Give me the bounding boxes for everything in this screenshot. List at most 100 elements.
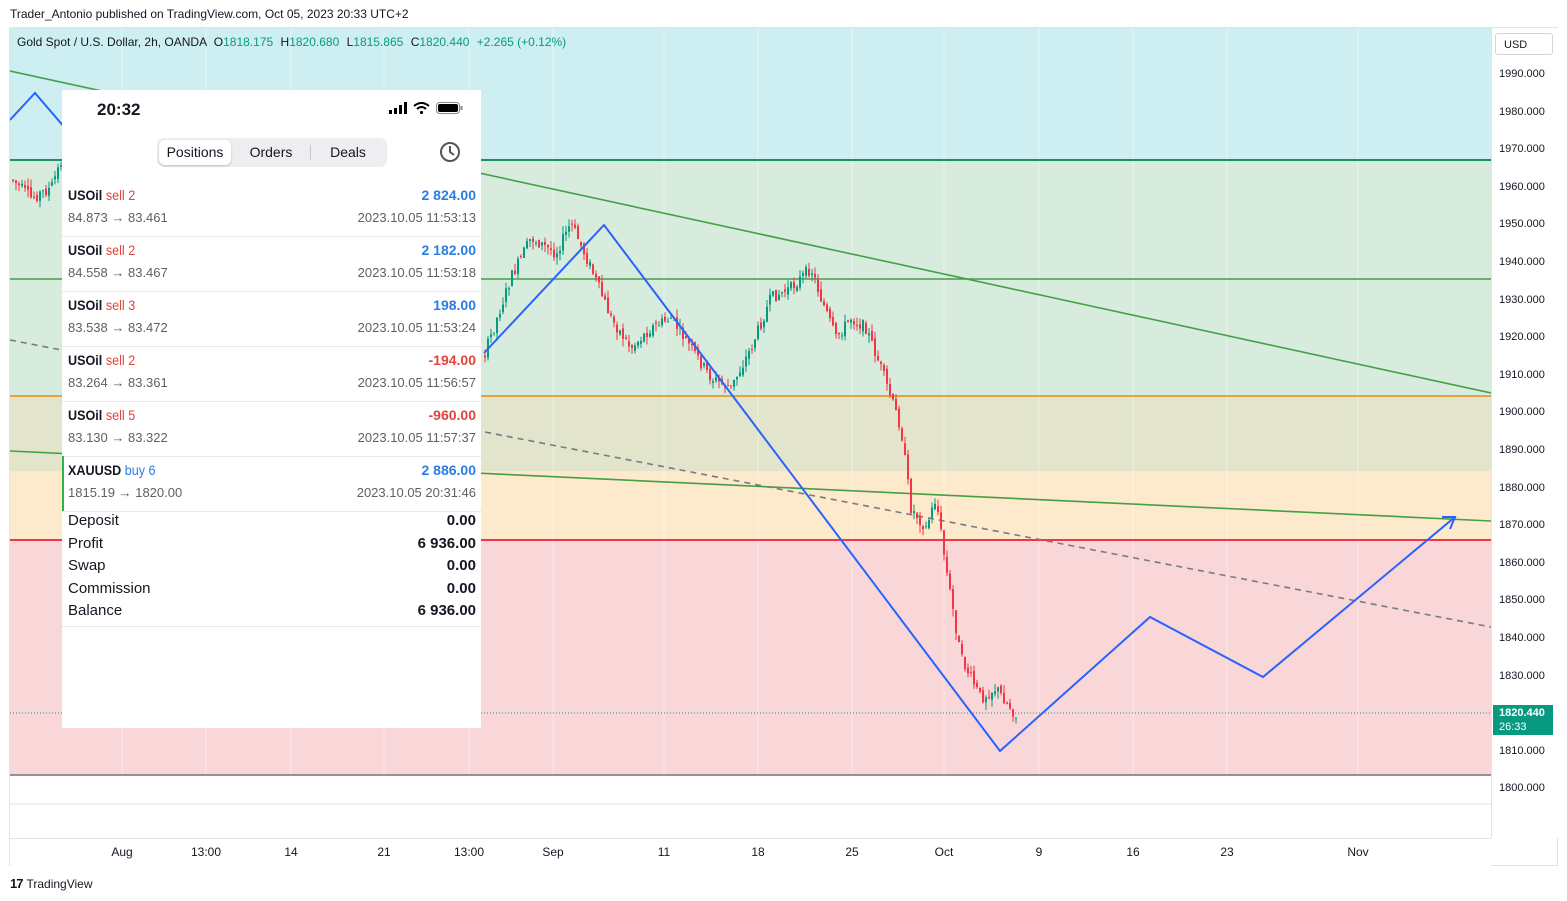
legend-l-label: L [346,35,354,49]
candle-body [616,324,618,333]
candle-body [925,526,927,528]
position-row[interactable]: USOil sell 2 84.873 → 83.461 2 824.00 2023.… [62,181,481,237]
candle-body [508,288,510,290]
candle-body [670,317,672,319]
price-tick: 1930.000 [1499,293,1545,306]
candle-body [817,279,819,292]
candle-body [826,304,828,312]
positions-tab-bar[interactable]: Positions Orders Deals [157,138,387,167]
candle-body [538,240,540,248]
position-time: 2023.10.05 11:56:57 [357,375,476,390]
current-price-label: 1820.440 26:33 [1493,705,1553,735]
candle-body [775,289,777,302]
position-side: sell 2 [105,242,136,258]
position-side: sell 5 [105,407,136,423]
time-tick: 14 [284,845,298,859]
time-tick: 21 [377,845,391,859]
price-tick: 1910.000 [1499,368,1545,381]
tab-orders[interactable]: Orders [249,144,293,160]
candle-body [991,692,993,700]
candle-body [733,379,735,387]
currency-button[interactable]: USD [1495,33,1553,55]
history-clock-icon[interactable] [439,141,461,163]
candle-body [946,556,948,573]
candle-body [595,273,597,278]
position-profit: 2 886.00 [421,462,477,478]
candle-body [997,687,999,692]
candle-body [889,384,891,396]
candle-body [748,350,750,359]
tab-deals[interactable]: Deals [330,144,366,160]
time-tick: 11 [657,845,671,859]
price-axis[interactable] [1491,28,1558,838]
candle-body [769,294,771,305]
candle-body [637,341,639,346]
position-profit: 2 824.00 [421,187,477,203]
candle-body [571,223,573,225]
position-symbol-name: XAUUSD [68,462,122,478]
candle-body [688,339,690,344]
position-side: sell 2 [105,187,136,203]
position-row[interactable]: XAUUSD buy 6 1815.19 → 1820.00 2 886.00 202… [62,456,481,512]
candle-body [712,381,714,383]
candle-body [895,398,897,411]
candle-body [592,264,594,274]
candle-body [811,273,813,275]
candle-body [574,224,576,228]
candle-body [45,188,47,196]
candle-body [961,643,963,655]
position-prices: 84.873 → 83.461 [68,210,168,225]
candle-body [979,687,981,692]
candle-body [892,393,894,400]
position-time: 2023.10.05 20:31:46 [356,485,476,500]
candle-body [535,242,537,244]
candle-body [754,339,756,349]
candle-body [48,187,50,196]
candle-body [493,332,495,334]
battery-icon [436,102,463,114]
candle-body [952,588,954,609]
summary-value: 6 936.00 [417,534,476,552]
candle-body [541,242,543,246]
position-profit: -960.00 [428,407,476,423]
position-row[interactable]: USOil sell 2 83.264 → 83.361 -194.00 2023.1… [62,346,481,402]
symbol-legend[interactable]: Gold Spot / U.S. Dollar, 2h, OANDA O1818… [17,35,566,49]
candle-body [622,328,624,339]
candle-body [709,368,711,381]
candle-body [832,317,834,326]
legend-open: 1818.175 [223,35,274,49]
candle-body [15,180,17,184]
position-row[interactable]: USOil sell 3 83.538 → 83.472 198.00 2023.10… [62,291,481,347]
current-price-value: 1820.440 [1499,707,1545,719]
candle-body [823,301,825,306]
time-tick: 25 [845,845,859,859]
price-tick: 1900.000 [1499,406,1545,419]
time-axis[interactable] [10,838,1491,866]
candle-body [931,507,933,518]
candle-body [871,330,873,341]
candle-body [799,276,801,288]
summary-label: Profit [68,534,104,552]
candle-body [60,165,62,167]
candle-body [727,384,729,386]
candle-body [784,289,786,292]
position-symbol: USOil sell 2 [68,352,135,368]
candle-body [568,226,570,232]
trendline-dashed [10,339,1491,628]
candle-body [976,682,978,687]
candle-body [949,573,951,590]
position-row[interactable]: USOil sell 2 84.558 → 83.467 2 182.00 2023.… [62,236,481,292]
position-row[interactable]: USOil sell 5 83.130 → 83.322 -960.00 2023.1… [62,401,481,457]
candle-body [18,183,20,185]
legend-close: 1820.440 [419,35,470,49]
candle-body [484,355,486,358]
candle-body [916,512,918,519]
tab-positions[interactable]: Positions [159,140,231,165]
time-tick: 18 [751,845,765,859]
candle-body [529,238,531,241]
legend-c-label: C [410,35,420,49]
candle-body [847,320,849,322]
candle-body [907,454,909,480]
tradingview-logo[interactable]: 17 TradingView [10,876,93,891]
legend-symbol: Gold Spot / U.S. Dollar, 2h, OANDA [17,35,207,49]
